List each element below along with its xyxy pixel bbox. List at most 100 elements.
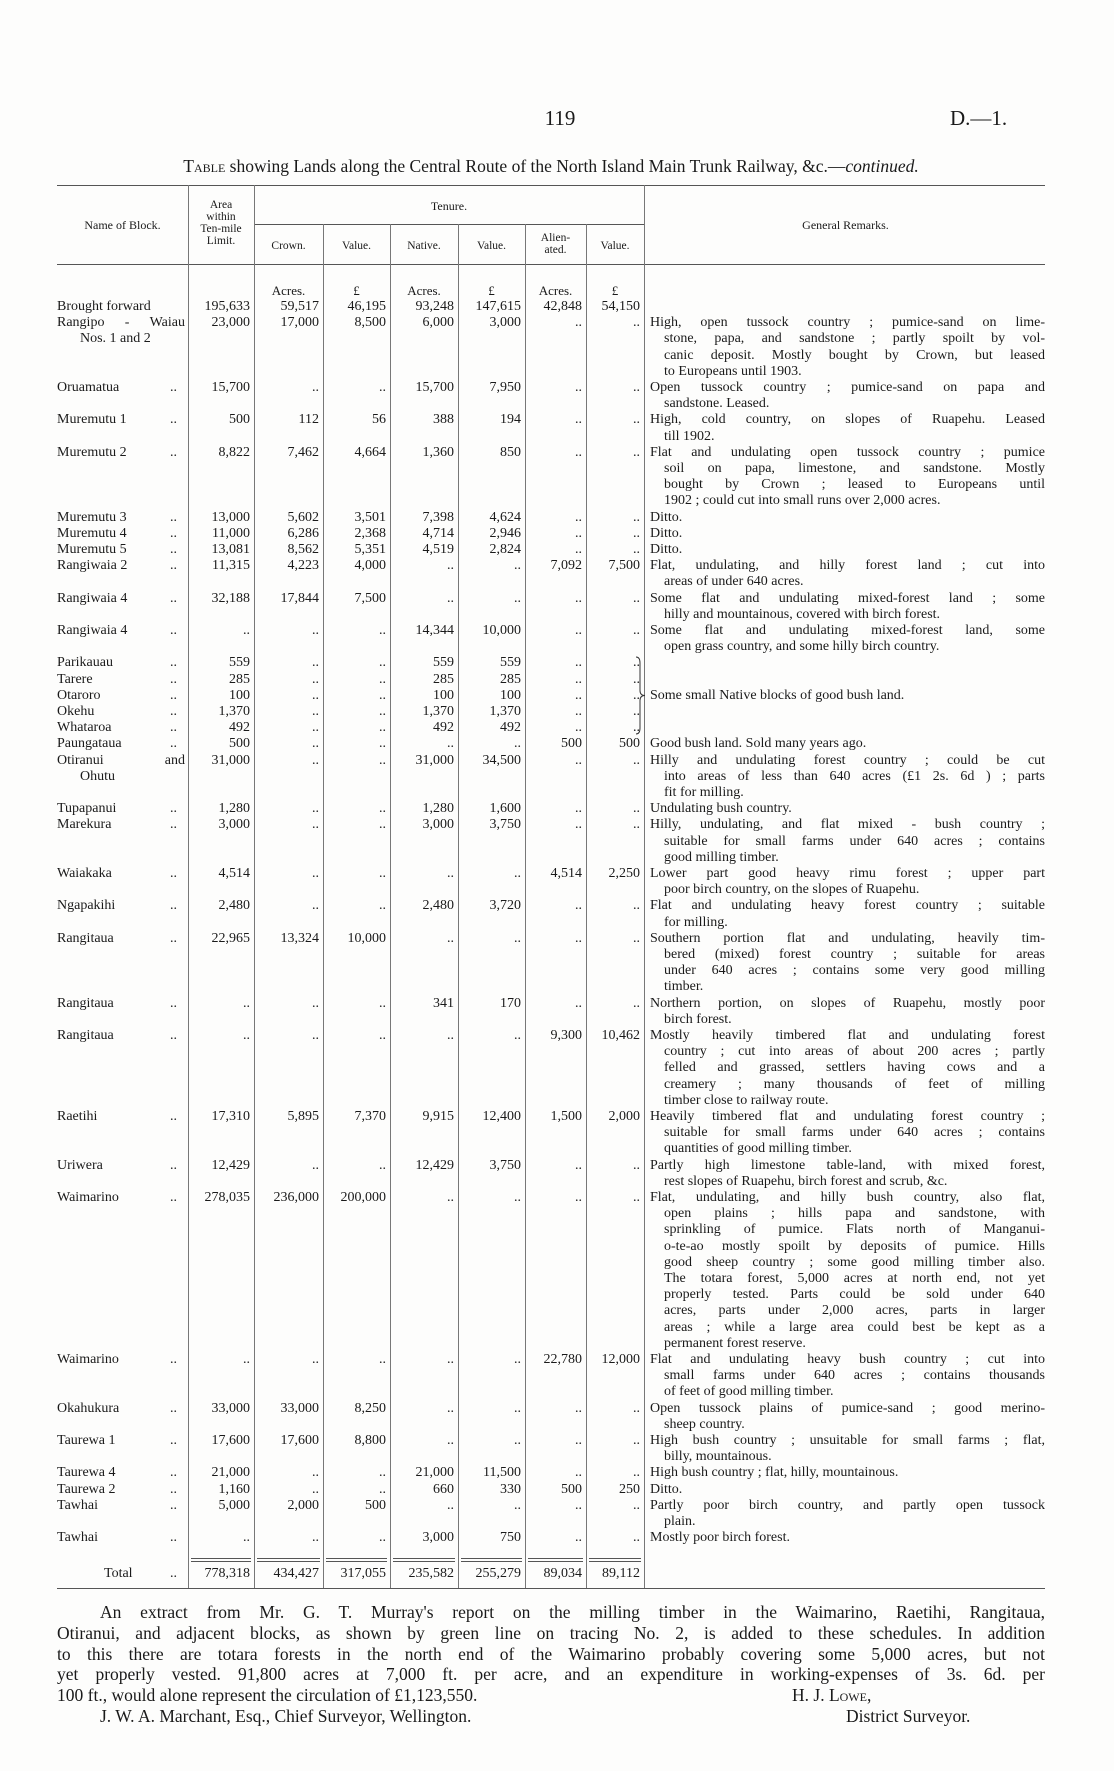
- title-prefix: Table: [183, 156, 226, 176]
- footer-paragraph-line: An extract from Mr. G. T. Murray's repor…: [100, 1602, 1045, 1622]
- cell-native-value: 2,946: [489, 525, 522, 541]
- remark-line: Hilly, undulating, and flat mixed - bush…: [650, 817, 1045, 833]
- leader-dots: ..: [170, 542, 177, 557]
- block-name: Otiranui and: [57, 752, 185, 768]
- cell-native-value: 3,720: [489, 898, 522, 914]
- cell-native: ..: [447, 1028, 454, 1043]
- cell-crown-value: 10,000: [347, 930, 387, 946]
- cell-alienated: 500: [561, 1481, 582, 1497]
- remark-line: birch forest.: [664, 1011, 732, 1027]
- cell-alienated-value: ..: [633, 623, 640, 638]
- remark-line: properly tested. Parts could be sold und…: [664, 1287, 1045, 1303]
- column-divider: [323, 224, 324, 1588]
- cell-crown: 6,286: [287, 525, 320, 541]
- block-name: Tawhai: [57, 1497, 99, 1513]
- brace-path: [635, 656, 646, 735]
- cell-area: ..: [243, 1352, 250, 1367]
- cell-native-value: 147,615: [475, 299, 522, 314]
- title-text: showing Lands along the Central Route of…: [225, 156, 846, 176]
- cell-native: 3,000: [422, 817, 455, 833]
- table-row: Paungataua.. 500........ 500 500 Good bush l…: [0, 736, 1114, 752]
- cell-area: 3,000: [218, 817, 251, 833]
- table-row: Waimarino............ 22,780 12,000 Flat an…: [0, 1352, 1114, 1401]
- remark-line: Southern portion flat and undulating, he…: [650, 930, 1045, 946]
- cell-crown: 2,000: [287, 1497, 320, 1513]
- cell-alienated: ..: [575, 444, 582, 460]
- total-area: 778,318: [204, 1566, 251, 1581]
- cell-crown-value: ..: [379, 1465, 386, 1481]
- leader-dots: ..: [170, 623, 177, 638]
- leader-dots: ..: [170, 687, 177, 703]
- remark-line: Ditto.: [650, 509, 683, 525]
- block-name: Rangiwaia 4: [57, 590, 128, 606]
- remark-line: bought by Crown ; leased to Europeans un…: [664, 477, 1045, 493]
- cell-crown-value: ..: [379, 655, 386, 671]
- remark-line: o-te-ao mostly spoilt by deposits of pum…: [664, 1238, 1045, 1254]
- cell-alienated-value: ..: [633, 720, 640, 736]
- footer-paragraph-line: to this there are totara forests in the …: [57, 1643, 1045, 1664]
- cell-native: 4,714: [422, 525, 455, 541]
- leader-dots: ..: [170, 995, 177, 1011]
- table-row: Tarere.. 285.... 285 285....: [0, 672, 1114, 688]
- block-name: Ohutu: [80, 768, 115, 784]
- cell-alienated: ..: [575, 801, 582, 817]
- cell-native-value: 34,500: [482, 752, 522, 768]
- remark-line: High bush country ; unsuitable for small…: [650, 1433, 1045, 1448]
- cell-alienated: ..: [575, 1157, 582, 1173]
- remark-line: Hilly and undulating forest country ; co…: [650, 752, 1045, 768]
- cell-alienated-value: 54,150: [601, 299, 641, 314]
- remark-line: small farms under 640 acres ; contains t…: [664, 1368, 1045, 1384]
- cell-crown: 59,517: [280, 299, 320, 314]
- header-crown-value: Value.: [341, 240, 372, 252]
- table-row: Rangipo - Waiau Nos. 1 and 2 23,000 17,000 8…: [0, 315, 1114, 380]
- cell-area: 8,822: [218, 444, 251, 460]
- leader-dots: ..: [170, 444, 177, 460]
- leader-dots: ..: [170, 558, 177, 574]
- cell-native: 2,480: [422, 898, 455, 914]
- remark-line: Some flat and undulating mixed-forest la…: [650, 590, 1045, 606]
- cell-native-value: 3,750: [489, 1157, 522, 1173]
- cell-alienated: ..: [575, 752, 582, 768]
- total-rule: [191, 1558, 251, 1559]
- cell-alienated-value: ..: [633, 525, 640, 541]
- remark-line: Partly poor birch country, and partly op…: [650, 1497, 1045, 1513]
- leader-dots: ..: [170, 412, 177, 428]
- cell-alienated: ..: [575, 1530, 582, 1546]
- leader-dots: ..: [170, 1566, 177, 1581]
- cell-native-value: 170: [500, 995, 521, 1011]
- block-name: Muremutu 5: [57, 542, 127, 557]
- table-row: Rangiwaia 4.. 32,188 17,844 7,500........ So…: [0, 591, 1114, 623]
- remark-line: Flat, undulating, and hilly bush country…: [650, 1190, 1045, 1205]
- cell-alienated: ..: [575, 509, 582, 525]
- cell-crown: ..: [312, 1481, 319, 1497]
- total-rule: [257, 1561, 320, 1562]
- cell-crown-value: 2,368: [354, 525, 387, 541]
- remark-line: soil on papa, limestone, and sandstone. …: [664, 460, 1045, 476]
- cell-native: 3,000: [422, 1530, 455, 1546]
- cell-alienated: ..: [575, 995, 582, 1011]
- leader-dots: ..: [170, 1109, 177, 1124]
- remark-line: sandstone. Leased.: [664, 396, 770, 412]
- leader-dots: ..: [170, 1481, 177, 1497]
- cell-area: 13,000: [211, 509, 251, 525]
- cell-crown-value: 4,000: [354, 558, 387, 574]
- cell-native-value: ..: [514, 1497, 521, 1513]
- block-name: Okehu: [57, 704, 95, 719]
- cell-area: 100: [229, 687, 250, 703]
- cell-crown-value: 3,501: [354, 509, 387, 525]
- cell-native-value: 100: [500, 687, 521, 703]
- block-name: Paungataua: [57, 736, 122, 752]
- cell-alienated: ..: [575, 655, 582, 671]
- cell-crown: ..: [312, 801, 319, 817]
- remark-line: 1902 ; could cut into small runs over 2,…: [664, 493, 941, 509]
- cell-native-value: 194: [500, 412, 521, 428]
- table-row: Rangiwaia 4........ 14,344 10,000.... Some …: [0, 623, 1114, 655]
- cell-crown-value: 56: [372, 412, 386, 428]
- header-alienated-value: Value.: [600, 240, 630, 252]
- remark-line: Good bush land. Sold many years ago.: [650, 736, 867, 752]
- cell-crown: 236,000: [273, 1190, 320, 1205]
- cell-crown: 5,895: [287, 1109, 320, 1124]
- remark-line: open grass country, and some hilly birch…: [664, 639, 940, 655]
- remark-line: suitable for small farms under 640 acres…: [664, 1125, 1045, 1141]
